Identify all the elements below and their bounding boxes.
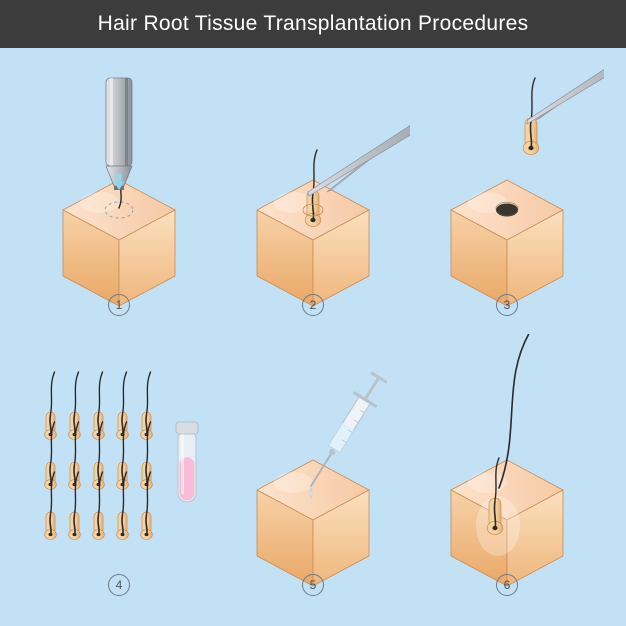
step-number: 2 xyxy=(310,298,317,312)
step-4-illustration xyxy=(22,334,216,602)
step-4: 4 xyxy=(22,334,216,602)
step-6: 6 xyxy=(410,334,604,602)
step-badge-4: 4 xyxy=(108,574,130,596)
step-number: 5 xyxy=(310,578,317,592)
step-badge-5: 5 xyxy=(302,574,324,596)
step-6-illustration xyxy=(410,334,604,602)
header-bar: Hair Root Tissue Transplantation Procedu… xyxy=(0,0,626,48)
step-number: 4 xyxy=(116,578,123,592)
step-badge-1: 1 xyxy=(108,294,130,316)
step-5: 5 xyxy=(216,334,410,602)
step-badge-6: 6 xyxy=(496,574,518,596)
step-badge-2: 2 xyxy=(302,294,324,316)
step-5-illustration xyxy=(216,334,410,602)
step-1: 1 xyxy=(22,54,216,322)
step-badge-3: 3 xyxy=(496,294,518,316)
step-1-illustration xyxy=(22,54,216,322)
infographic-canvas: Hair Root Tissue Transplantation Procedu… xyxy=(0,0,626,626)
step-3: 3 xyxy=(410,54,604,322)
step-number: 3 xyxy=(504,298,511,312)
step-2: 2 xyxy=(216,54,410,322)
stage: 1 2 3 4 5 6 xyxy=(22,54,604,604)
step-number: 1 xyxy=(116,298,123,312)
step-3-illustration xyxy=(410,54,604,322)
page-title: Hair Root Tissue Transplantation Procedu… xyxy=(98,12,529,36)
step-number: 6 xyxy=(504,578,511,592)
step-2-illustration xyxy=(216,54,410,322)
